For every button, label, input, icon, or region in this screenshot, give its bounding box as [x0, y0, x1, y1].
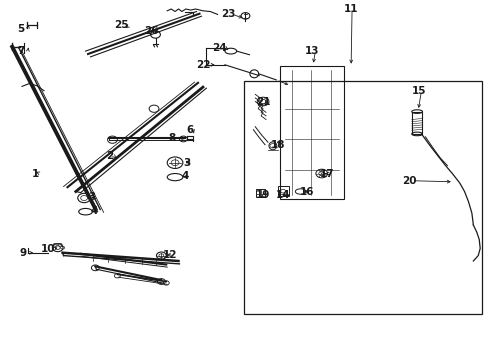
Text: 24: 24 — [211, 42, 226, 53]
Text: 21: 21 — [255, 96, 270, 107]
Bar — [411, 112, 422, 134]
Text: 8: 8 — [168, 132, 175, 143]
Text: 12: 12 — [163, 250, 177, 260]
Text: 17: 17 — [319, 168, 333, 179]
Text: 3: 3 — [183, 158, 190, 168]
Text: 14: 14 — [275, 190, 289, 200]
Text: 5: 5 — [17, 24, 24, 34]
Bar — [279, 66, 344, 199]
Text: 20: 20 — [402, 176, 416, 186]
Text: 2: 2 — [106, 150, 113, 161]
Text: 11: 11 — [343, 4, 358, 14]
Text: 3: 3 — [88, 192, 95, 202]
Text: 13: 13 — [304, 46, 319, 56]
Text: 4: 4 — [90, 206, 98, 216]
Text: 9: 9 — [20, 248, 27, 258]
Text: 1: 1 — [32, 168, 39, 179]
Bar — [277, 186, 288, 196]
Text: 18: 18 — [270, 140, 285, 150]
Text: 15: 15 — [411, 86, 426, 96]
Bar — [256, 189, 264, 197]
Text: 22: 22 — [195, 60, 210, 70]
Text: 16: 16 — [299, 186, 314, 197]
Text: 23: 23 — [221, 9, 236, 19]
Text: 7: 7 — [17, 46, 24, 56]
Text: 6: 6 — [186, 125, 193, 135]
Text: 10: 10 — [41, 244, 55, 254]
Text: 26: 26 — [144, 26, 159, 36]
FancyArrowPatch shape — [278, 81, 287, 85]
Bar — [243, 81, 481, 314]
Text: 4: 4 — [181, 171, 188, 181]
Text: 19: 19 — [255, 190, 270, 200]
Text: 25: 25 — [114, 20, 128, 30]
